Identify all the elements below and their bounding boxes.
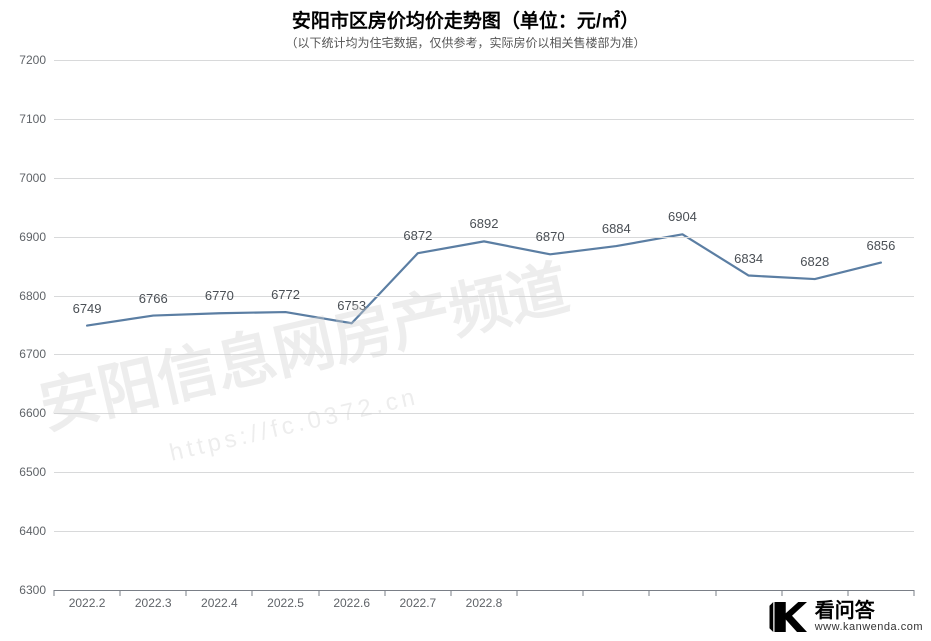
grid-line: [54, 354, 914, 355]
data-point-label: 6872: [403, 228, 432, 243]
chart-title: 安阳市区房价均价走势图（单位：元/㎡）: [0, 6, 931, 33]
plot-area: 6300640065006600670068006900700071007200…: [54, 60, 914, 590]
y-tick-label: 6300: [19, 583, 46, 597]
grid-line: [54, 119, 914, 120]
x-tick-mark: [186, 590, 187, 596]
x-tick-label: 2022.6: [333, 596, 370, 610]
chart-container: 安阳市区房价均价走势图（单位：元/㎡） （以下统计均为住宅数据，仅供参考，实际房…: [0, 0, 931, 641]
brand-url: www.kanwenda.com: [815, 622, 923, 634]
data-point-label: 6834: [734, 251, 763, 266]
y-tick-label: 6400: [19, 524, 46, 538]
y-tick-label: 6500: [19, 465, 46, 479]
data-point-label: 6904: [668, 209, 697, 224]
grid-line: [54, 178, 914, 179]
data-point-label: 6892: [470, 216, 499, 231]
x-tick-mark: [120, 590, 121, 596]
x-tick-mark: [715, 590, 716, 596]
data-point-label: 6884: [602, 221, 631, 236]
x-tick-mark: [54, 590, 55, 596]
grid-line: [54, 531, 914, 532]
y-tick-label: 6700: [19, 347, 46, 361]
data-point-label: 6753: [337, 298, 366, 313]
grid-line: [54, 413, 914, 414]
x-tick-label: 2022.2: [69, 596, 106, 610]
data-point-label: 6870: [536, 229, 565, 244]
brand-logo-icon: [765, 597, 809, 637]
grid-line: [54, 237, 914, 238]
y-tick-label: 6600: [19, 406, 46, 420]
x-tick-label: 2022.7: [399, 596, 436, 610]
x-tick-label: 2022.8: [466, 596, 503, 610]
y-tick-label: 7100: [19, 112, 46, 126]
brand-name: 看问答: [815, 601, 923, 622]
data-point-label: 6749: [73, 301, 102, 316]
brand-badge: 看问答 www.kanwenda.com: [757, 591, 931, 641]
x-tick-mark: [583, 590, 584, 596]
grid-line: [54, 60, 914, 61]
x-tick-label: 2022.3: [135, 596, 172, 610]
data-point-label: 6770: [205, 288, 234, 303]
x-tick-mark: [517, 590, 518, 596]
grid-line: [54, 472, 914, 473]
x-tick-mark: [384, 590, 385, 596]
y-tick-label: 6800: [19, 289, 46, 303]
x-tick-mark: [252, 590, 253, 596]
line-series: [87, 234, 881, 325]
x-tick-mark: [450, 590, 451, 596]
data-point-label: 6856: [866, 238, 895, 253]
brand-text: 看问答 www.kanwenda.com: [815, 601, 923, 634]
x-tick-label: 2022.5: [267, 596, 304, 610]
y-tick-label: 7000: [19, 171, 46, 185]
grid-line: [54, 296, 914, 297]
x-tick-mark: [318, 590, 319, 596]
data-point-label: 6766: [139, 291, 168, 306]
line-series-svg: [54, 60, 914, 590]
chart-subtitle: （以下统计均为住宅数据，仅供参考，实际房价以相关售楼部为准）: [0, 34, 931, 51]
y-tick-label: 6900: [19, 230, 46, 244]
data-point-label: 6772: [271, 287, 300, 302]
x-tick-label: 2022.4: [201, 596, 238, 610]
data-point-label: 6828: [800, 254, 829, 269]
x-tick-mark: [649, 590, 650, 596]
y-tick-label: 7200: [19, 53, 46, 67]
